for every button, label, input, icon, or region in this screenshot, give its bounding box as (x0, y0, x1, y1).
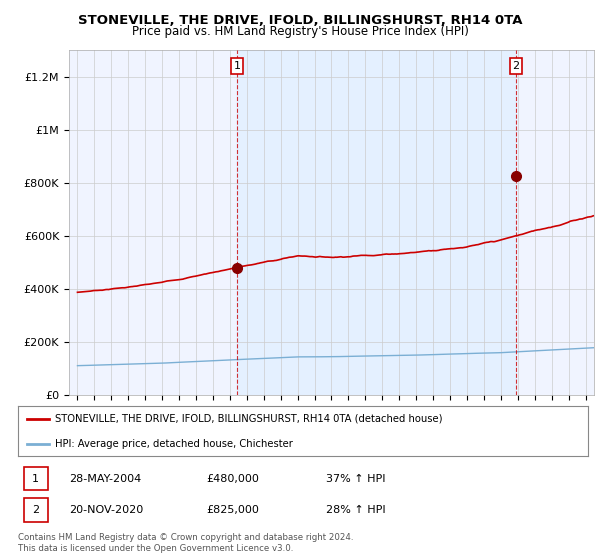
Text: STONEVILLE, THE DRIVE, IFOLD, BILLINGSHURST, RH14 0TA: STONEVILLE, THE DRIVE, IFOLD, BILLINGSHU… (78, 14, 522, 27)
Text: 28% ↑ HPI: 28% ↑ HPI (326, 505, 385, 515)
Text: 20-NOV-2020: 20-NOV-2020 (70, 505, 143, 515)
Text: STONEVILLE, THE DRIVE, IFOLD, BILLINGSHURST, RH14 0TA (detached house): STONEVILLE, THE DRIVE, IFOLD, BILLINGSHU… (55, 414, 443, 423)
Bar (237, 50, 516, 395)
FancyBboxPatch shape (24, 467, 47, 491)
Text: Contains HM Land Registry data © Crown copyright and database right 2024.
This d: Contains HM Land Registry data © Crown c… (18, 533, 353, 553)
FancyBboxPatch shape (24, 498, 47, 522)
Text: £480,000: £480,000 (206, 474, 259, 484)
Text: 28-MAY-2004: 28-MAY-2004 (70, 474, 142, 484)
Text: 37% ↑ HPI: 37% ↑ HPI (326, 474, 385, 484)
Text: 2: 2 (512, 60, 520, 71)
Text: £825,000: £825,000 (206, 505, 259, 515)
Text: Price paid vs. HM Land Registry's House Price Index (HPI): Price paid vs. HM Land Registry's House … (131, 25, 469, 38)
Text: 1: 1 (32, 474, 39, 484)
Text: 1: 1 (233, 60, 241, 71)
Text: 2: 2 (32, 505, 39, 515)
Text: HPI: Average price, detached house, Chichester: HPI: Average price, detached house, Chic… (55, 439, 293, 449)
